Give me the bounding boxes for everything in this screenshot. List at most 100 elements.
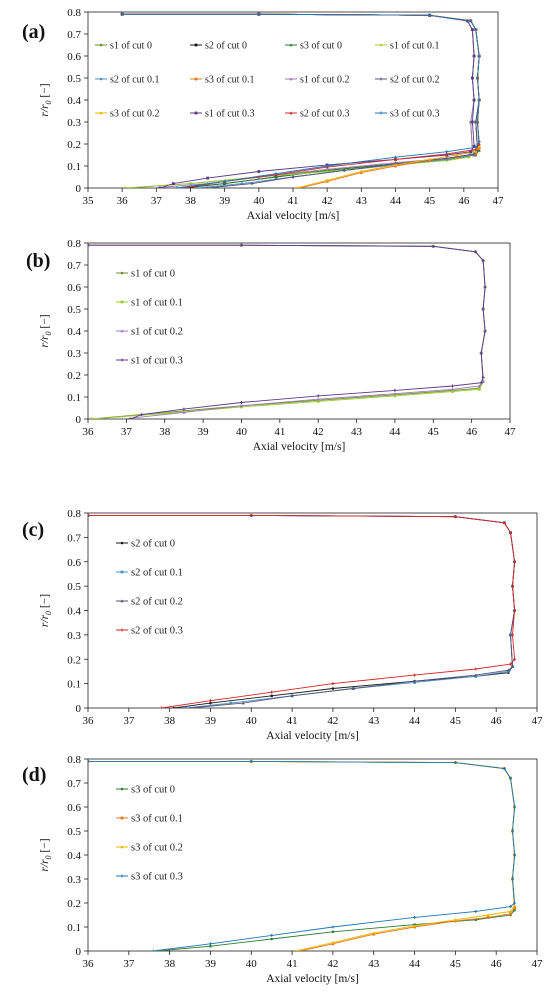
data-point: [325, 179, 329, 182]
x-tick-label: 42: [322, 195, 333, 207]
chart-panel-1: (b) 36 37 38 39 40 41 42 43 44 45 46 47 0 0.1 0.2 0.3 0.4…: [26, 238, 516, 453]
x-tick-label: 36: [83, 715, 95, 727]
y-axis-label-unit: [−]: [39, 594, 51, 611]
data-point: [290, 694, 294, 698]
legend-marker: [379, 77, 383, 81]
x-tick-label: 43: [351, 426, 363, 438]
data-point: [474, 28, 478, 32]
y-tick-label: 0.1: [67, 679, 81, 691]
data-point: [316, 394, 320, 398]
data-point: [239, 404, 244, 408]
legend-marker: [120, 271, 124, 275]
data-point: [257, 170, 261, 173]
data-point: [486, 916, 490, 919]
y-axis-label-unit: [−]: [39, 838, 51, 855]
data-point: [477, 387, 481, 391]
x-tick-label: 39: [205, 715, 217, 727]
data-point: [249, 513, 253, 517]
series-group: [88, 759, 517, 951]
x-tick-label: 45: [450, 715, 462, 727]
data-point: [508, 531, 512, 534]
data-point: [474, 673, 478, 677]
data-point: [472, 98, 476, 102]
y-axis-label-unit: [−]: [39, 83, 51, 100]
x-tick-label: 45: [424, 195, 436, 207]
data-point: [88, 513, 90, 517]
data-point: [331, 682, 335, 686]
x-tick-label: 41: [274, 426, 285, 438]
data-point: [509, 912, 512, 916]
data-point: [163, 412, 167, 415]
y-axis-label-subscript: 0: [44, 611, 53, 615]
data-point: [508, 776, 512, 780]
data-point: [412, 679, 417, 683]
data-point: [479, 381, 483, 385]
legend-marker: [120, 787, 124, 791]
data-point: [172, 706, 176, 708]
x-tick-label: 38: [159, 426, 171, 438]
y-axis-label-main: r/r: [39, 614, 51, 627]
legend-entry: s3 of cut 0: [131, 785, 175, 796]
data-point: [291, 175, 295, 179]
x-tick-label: 45: [450, 958, 462, 970]
legend-entry: s3 of cut 0.2: [131, 843, 183, 854]
x-tick-label: 36: [83, 958, 95, 970]
y-tick-label: 0.2: [67, 654, 81, 666]
y-tick-label: 0.8: [67, 508, 81, 520]
panel-label: (d): [22, 764, 46, 786]
legend-marker: [120, 358, 124, 362]
data-point: [206, 176, 209, 180]
y-axis-label: r/r0 [−]: [39, 838, 53, 871]
y-tick-label: 0.4: [67, 850, 81, 862]
data-point: [508, 633, 513, 637]
x-tick-label: 39: [198, 426, 210, 438]
x-tick-label: 37: [121, 426, 133, 438]
x-tick-label: 36: [83, 426, 95, 438]
y-tick-label: 0.8: [67, 754, 81, 766]
legend-marker: [379, 43, 383, 47]
y-tick-label: 0.3: [67, 117, 81, 129]
x-tick-label: 42: [327, 958, 338, 970]
data-point: [208, 942, 212, 946]
x-tick-label: 38: [185, 195, 197, 207]
y-tick-label: 0.1: [67, 161, 81, 173]
x-tick-label: 44: [409, 715, 421, 727]
x-tick-label: 41: [288, 195, 299, 207]
legend-marker: [379, 111, 383, 115]
x-tick-label: 42: [327, 715, 338, 727]
y-axis-label-unit: [−]: [39, 314, 51, 331]
legend-entry: s3 of cut 0.1: [131, 814, 183, 825]
data-point: [483, 285, 487, 289]
data-point: [124, 186, 128, 188]
data-point: [325, 167, 329, 171]
data-point: [182, 410, 186, 414]
y-tick-label: 0.1: [67, 922, 81, 934]
data-point: [196, 186, 199, 188]
y-tick-label: 0.4: [67, 326, 81, 338]
legend-entry: s1 of cut 0.1: [390, 41, 439, 52]
y-tick-label: 0.7: [67, 29, 81, 41]
data-point: [331, 925, 335, 929]
data-point: [511, 829, 515, 833]
data-point: [270, 694, 273, 698]
legend-entry: s2 of cut 0.3: [300, 109, 349, 120]
y-tick-label: 0.6: [67, 557, 81, 569]
y-tick-label: 0.5: [67, 73, 81, 85]
x-tick-label: 40: [253, 195, 265, 207]
data-point: [158, 186, 162, 188]
legend-marker: [289, 111, 293, 115]
legend-entry: s1 of cut 0.3: [131, 356, 183, 367]
legend-marker: [289, 43, 293, 47]
x-tick-label: 40: [246, 958, 258, 970]
legend-entry: s2 of cut 0.2: [131, 597, 183, 608]
data-point: [472, 144, 476, 148]
x-tick-label: 41: [287, 958, 298, 970]
legend-entry: s1 of cut 0.2: [300, 75, 349, 86]
data-point: [431, 244, 435, 248]
data-point: [360, 170, 363, 173]
data-point: [184, 706, 188, 708]
legend-marker: [120, 599, 124, 603]
x-tick-label: 37: [151, 195, 163, 207]
legend-marker: [120, 300, 124, 304]
data-point: [239, 401, 243, 404]
